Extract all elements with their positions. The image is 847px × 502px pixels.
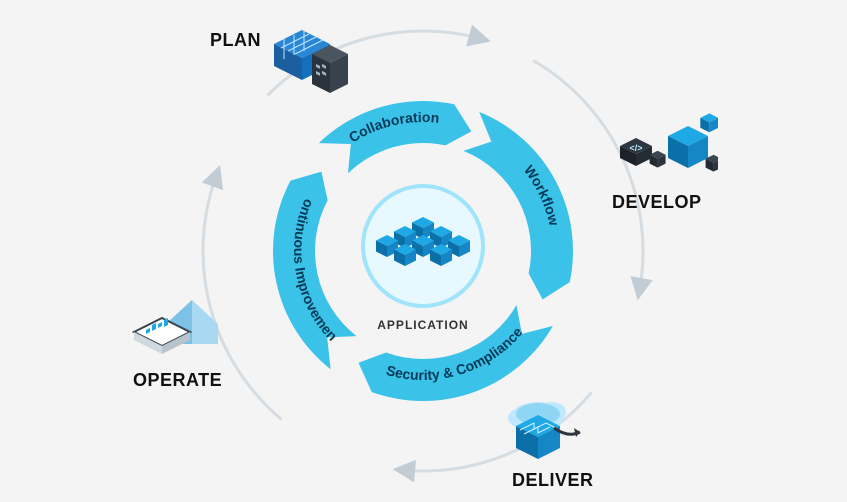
phase-label-plan: PLAN	[210, 30, 261, 51]
develop-icon: </>	[618, 104, 708, 184]
center-label: APPLICATION	[353, 318, 493, 332]
phase-label-operate: OPERATE	[133, 370, 222, 391]
devops-cycle-diagram: WorkflowSecurity & ComplianceContinuous …	[0, 0, 847, 502]
center-application-icon	[0, 0, 847, 502]
svg-text:</>: </>	[629, 143, 642, 153]
phase-label-deliver: DELIVER	[512, 470, 594, 491]
plan-icon	[268, 20, 358, 100]
deliver-icon	[498, 388, 588, 468]
operate-icon	[132, 290, 222, 370]
phase-label-develop: DEVELOP	[612, 192, 702, 213]
